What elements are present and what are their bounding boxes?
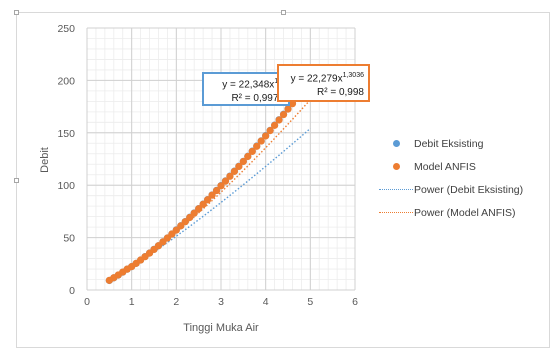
r-squared-text: R² = 0,998 — [317, 87, 364, 99]
data-point-model-anfis — [248, 147, 256, 156]
legend-marker-orange-dot — [392, 163, 400, 170]
y-tick-labels: 0 50 100 150 200 250 — [57, 23, 75, 297]
legend-item-power-debit-eksisting: Power (Debit Eksisting) — [378, 178, 548, 201]
legend-label: Debit Eksisting — [414, 137, 484, 150]
data-point-model-anfis — [221, 177, 230, 185]
x-tick-label: 4 — [263, 296, 269, 308]
data-points — [105, 77, 314, 285]
data-point-model-anfis — [226, 172, 234, 180]
data-point-model-anfis — [244, 152, 252, 161]
data-point-model-anfis — [253, 142, 261, 150]
y-tick-label: 0 — [69, 285, 75, 297]
y-axis-title: Debit — [39, 147, 51, 173]
data-point-model-anfis — [212, 186, 221, 195]
legend-label: Model ANFIS — [414, 160, 476, 173]
x-axis-title: Tinggi Muka Air — [183, 322, 259, 334]
data-point-model-anfis — [230, 167, 238, 175]
data-point-model-anfis — [271, 121, 279, 129]
resize-handle-top-center[interactable] — [281, 10, 286, 15]
data-point-model-anfis — [239, 157, 247, 166]
x-tick-label: 2 — [173, 296, 179, 308]
legend-marker-blue-dotted-line — [379, 189, 413, 190]
legend-label: Power (Debit Eksisting) — [414, 183, 524, 196]
legend-label: Power (Model ANFIS) — [414, 206, 516, 219]
y-tick-label: 200 — [57, 75, 75, 87]
legend-marker-blue-dot — [392, 140, 400, 147]
x-tick-label: 3 — [218, 296, 224, 308]
resize-handle-middle-left[interactable] — [14, 178, 19, 183]
data-point-model-anfis — [275, 116, 283, 124]
trendlines — [108, 99, 311, 282]
x-tick-labels: 0 1 2 3 4 5 6 — [84, 296, 358, 308]
data-point-model-anfis — [235, 162, 243, 171]
legend-item-debit-eksisting: Debit Eksisting — [378, 132, 548, 155]
y-tick-label: 100 — [57, 180, 75, 192]
data-point-model-anfis — [284, 105, 292, 113]
equation-text: y = 22,279x1,3036 — [290, 72, 364, 85]
data-point-model-anfis — [257, 137, 265, 145]
data-point-model-anfis — [195, 205, 203, 213]
trendline-label-model-anfis[interactable]: y = 22,279x1,3036 R² = 0,998 — [277, 64, 370, 102]
y-tick-label: 50 — [63, 233, 75, 245]
data-point-model-anfis — [199, 200, 207, 208]
x-tick-label: 6 — [352, 296, 358, 308]
data-point-model-anfis — [266, 126, 274, 135]
x-tick-label: 1 — [129, 296, 135, 308]
data-point-model-anfis — [208, 191, 216, 199]
x-tick-label: 0 — [84, 296, 90, 308]
equation-text: y = 22,348x1,2 — [222, 78, 284, 91]
data-point-model-anfis — [217, 182, 225, 190]
trendline-power-model-anfis — [108, 99, 311, 282]
legend-item-power-model-anfis: Power (Model ANFIS) — [378, 201, 548, 224]
legend-item-model-anfis: Model ANFIS — [378, 155, 548, 178]
data-point-model-anfis — [262, 132, 270, 140]
r-squared-text: R² = 0,9973 — [231, 93, 284, 105]
data-point-model-anfis — [279, 110, 288, 119]
legend[interactable]: Debit Eksisting Model ANFIS Power (Debit… — [378, 132, 548, 224]
legend-marker-orange-dotted-line — [379, 212, 413, 213]
x-tick-label: 5 — [307, 296, 313, 308]
data-point-model-anfis — [190, 209, 198, 217]
data-point-model-anfis — [186, 213, 194, 222]
y-tick-label: 250 — [57, 23, 75, 35]
data-point-model-anfis — [204, 196, 212, 204]
y-tick-label: 150 — [57, 128, 75, 140]
resize-handle-top-left[interactable] — [14, 10, 19, 15]
